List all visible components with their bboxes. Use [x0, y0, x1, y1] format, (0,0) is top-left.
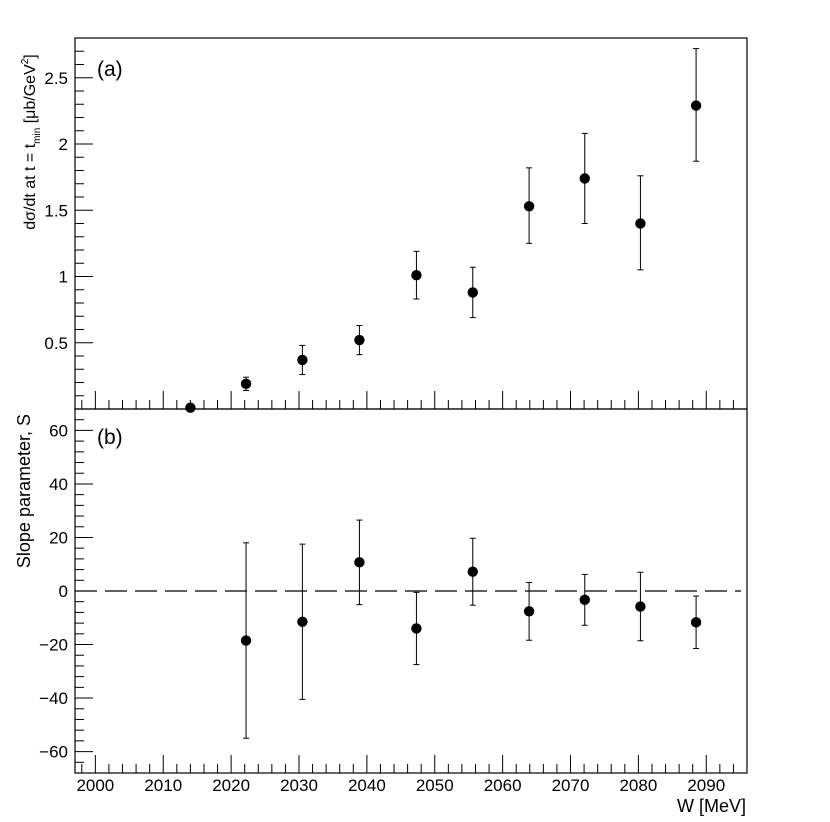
- xtick-label: 2070: [552, 776, 590, 795]
- panel-b-ytick-labels: −60 −40 −20 0 20 40 60: [39, 421, 68, 761]
- data-point: [635, 601, 646, 612]
- ytick-label: 1: [59, 268, 68, 287]
- xtick-label: 2050: [416, 776, 454, 795]
- xtick-label: 2010: [144, 776, 182, 795]
- data-point: [411, 623, 422, 634]
- data-point: [297, 354, 308, 366]
- data-point: [240, 635, 252, 646]
- data-point: [411, 269, 422, 281]
- panel-b-ticks: [75, 419, 748, 773]
- data-point: [523, 201, 535, 212]
- ytick-label: 40: [49, 475, 68, 494]
- xtick-label: 2020: [212, 776, 250, 795]
- ytick-label: 20: [49, 528, 68, 547]
- xtick-label: 2040: [348, 776, 386, 795]
- panel-a-frame: [74, 37, 748, 410]
- data-point: [579, 594, 590, 606]
- data-point: [467, 287, 478, 298]
- data-point: [523, 606, 535, 617]
- xtick-label: 2000: [76, 776, 114, 795]
- xtick-label: 2080: [619, 776, 657, 795]
- data-point: [185, 402, 196, 413]
- panel-a-ytick-labels: 0.5 1 1.5 2 2.5: [44, 69, 68, 353]
- panel-b-data-points: [240, 519, 702, 739]
- ytick-label: 2.5: [44, 69, 68, 88]
- data-point: [240, 378, 252, 390]
- data-point: [690, 100, 702, 111]
- ytick-label: 0.5: [44, 334, 68, 353]
- panel-a-ylabel: dσ/dt at t = tmin [μb/GeV2]: [20, 54, 43, 230]
- ytick-label: 0: [59, 582, 68, 601]
- xtick-label: 2090: [687, 776, 725, 795]
- ytick-label: 60: [49, 421, 68, 440]
- panel-a-label: (a): [97, 58, 123, 81]
- data-point: [354, 557, 365, 568]
- panel-a-data-points: [185, 48, 702, 413]
- data-point: [635, 218, 646, 229]
- data-point: [690, 617, 702, 628]
- panel-b-label: (b): [97, 426, 123, 449]
- ytick-label: −40: [39, 689, 68, 708]
- ytick-label: −20: [39, 636, 68, 655]
- data-point: [297, 616, 308, 627]
- panel-b-ylabel: Slope parameter, S: [14, 414, 34, 568]
- data-point: [467, 566, 478, 577]
- xaxis-label: W [MeV]: [677, 796, 746, 816]
- panel-a-ticks: [75, 50, 748, 409]
- panel-b-xtick-labels: 2000 2010 2020 2030 2040 2050 2060 2070 2080 2090: [76, 776, 725, 795]
- xtick-label: 2060: [484, 776, 522, 795]
- data-point: [579, 173, 590, 184]
- ytick-label: −60: [39, 743, 68, 762]
- ytick-label: 2: [59, 135, 68, 154]
- ytick-label: 1.5: [44, 201, 68, 220]
- xtick-label: 2030: [280, 776, 318, 795]
- data-point: [354, 334, 365, 346]
